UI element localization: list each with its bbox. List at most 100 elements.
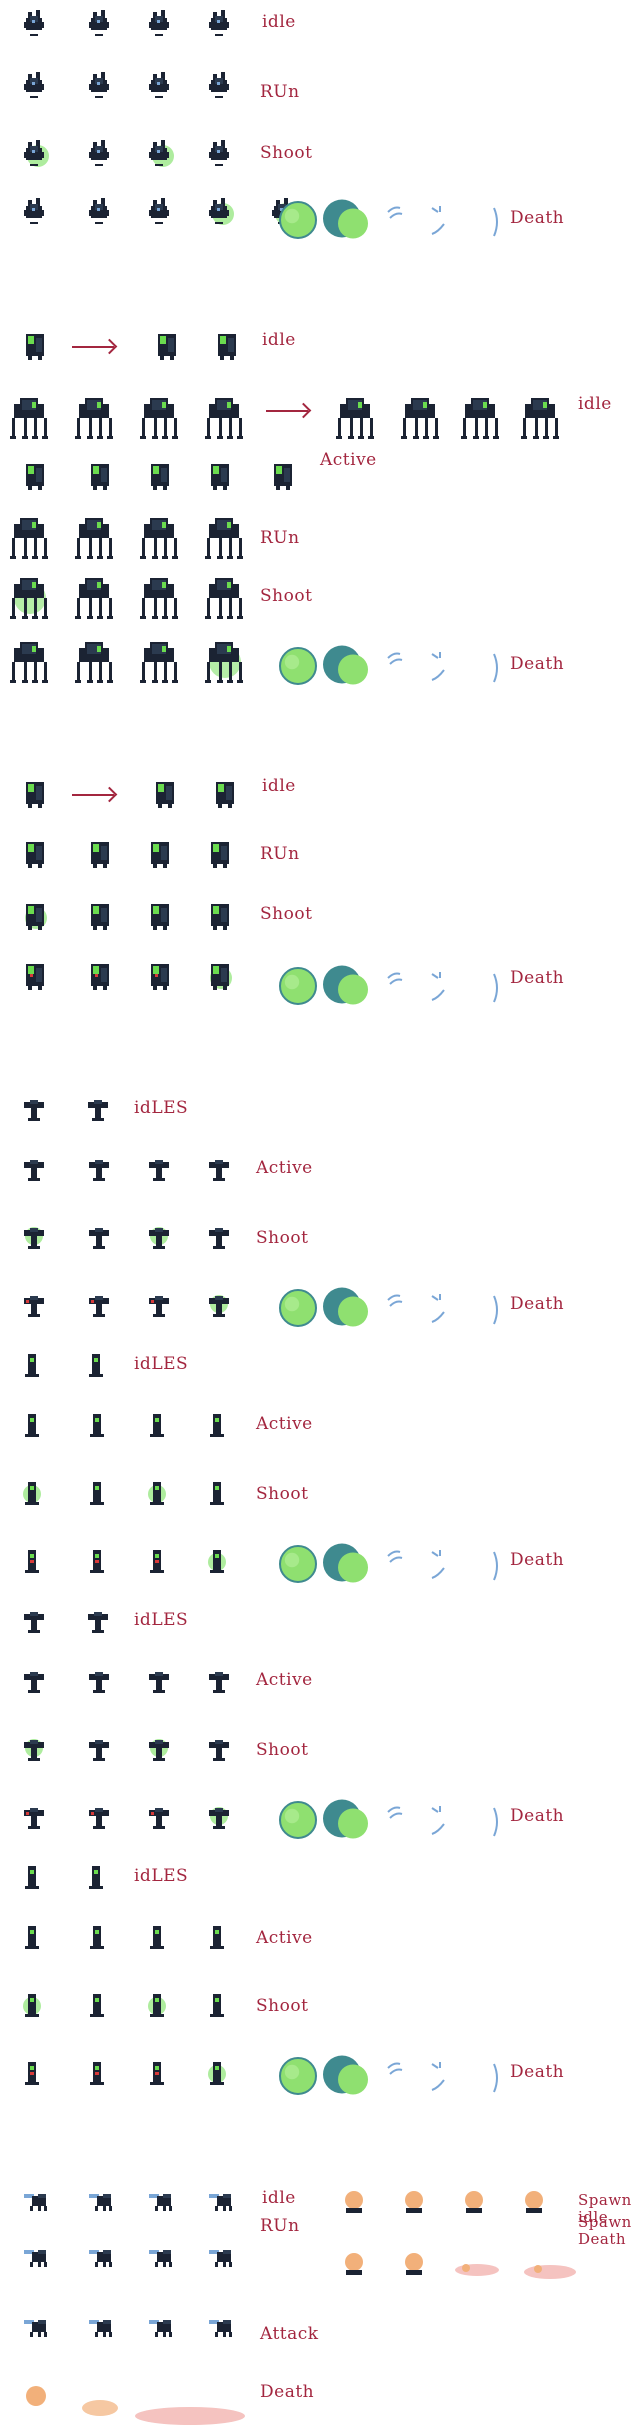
bug-sprite <box>209 2194 232 2211</box>
bug-sprite <box>149 2250 172 2267</box>
label-s3-death: Death <box>510 968 565 988</box>
turret-sprite <box>24 1296 44 1317</box>
turret-sprite <box>149 1160 169 1181</box>
run-frame <box>24 72 44 98</box>
turret-sprite <box>150 1414 164 1437</box>
transition-arrow <box>72 346 114 348</box>
death-spark-frame <box>387 1806 403 1819</box>
death-spark-frame <box>431 1550 445 1579</box>
idle-frame <box>10 398 48 439</box>
turret-sprite <box>89 1228 109 1249</box>
death-smoke-frame <box>279 647 317 685</box>
turret-sprite <box>149 1296 169 1317</box>
death-spark-frame <box>387 1294 403 1307</box>
run-frame <box>89 72 109 98</box>
death-smoke-frame <box>323 2055 368 2095</box>
turret-sprite <box>209 1160 229 1181</box>
turret-sprite <box>24 1808 44 1829</box>
run-frame <box>91 842 109 868</box>
idle-frame <box>461 398 499 439</box>
spawner-sprite <box>465 2191 483 2213</box>
death-smoke-frame <box>323 645 368 685</box>
bug-death-splat <box>135 2407 245 2425</box>
death-spark-frame <box>387 2062 403 2075</box>
idle-frame <box>336 398 374 439</box>
run-frame <box>75 518 113 559</box>
turret-sprite <box>150 1550 164 1573</box>
shoot-frame <box>75 578 113 619</box>
turret-sprite <box>208 1550 226 1573</box>
bug-death-splat <box>26 2386 46 2406</box>
label-b-spawn-idle: Spawn idle <box>578 2191 632 2226</box>
turret-sprite <box>149 1739 169 1761</box>
label-s2-death: Death <box>510 654 565 674</box>
label-t4-active: Active <box>256 1928 313 1948</box>
turret-sprite <box>89 1296 109 1317</box>
turret-sprite <box>90 1926 104 1949</box>
run-frame <box>149 72 169 98</box>
label-t2-active: Active <box>256 1414 313 1434</box>
transition-arrow <box>266 410 308 412</box>
turret-sprite <box>209 1672 229 1693</box>
death-spark-frame <box>493 653 498 683</box>
active-frame <box>26 464 44 490</box>
active-frame <box>211 464 229 490</box>
label-t1-idles: idLES <box>134 1098 189 1118</box>
shoot-frame <box>151 904 169 930</box>
idle-frame <box>158 334 176 360</box>
death-smoke-frame <box>279 2057 317 2095</box>
label-t3-shoot: Shoot <box>256 1740 309 1760</box>
death-smoke-frame <box>279 201 317 239</box>
death-smoke-frame <box>279 1801 317 1839</box>
label-t4-idles: idLES <box>134 1866 189 1886</box>
label-b-run: RUn <box>260 2216 300 2236</box>
run-frame <box>209 72 229 98</box>
transition-arrow <box>72 794 114 796</box>
death-spark-frame <box>431 972 445 1001</box>
death-smoke-frame <box>279 1545 317 1583</box>
spawner-death-frame <box>524 2265 576 2279</box>
death-smoke-frame <box>279 967 317 1005</box>
death-frame <box>151 964 169 990</box>
active-frame <box>274 464 292 490</box>
idle-frame <box>24 10 44 36</box>
bug-sprite <box>209 2320 232 2337</box>
shoot-frame <box>24 140 49 167</box>
label-s1-shoot: Shoot <box>260 143 313 163</box>
death-frame <box>140 642 178 683</box>
turret-sprite <box>210 1482 224 1505</box>
label-b-attack: Attack <box>260 2324 319 2344</box>
run-frame <box>140 518 178 559</box>
label-t3-idles: idLES <box>134 1610 189 1630</box>
bug-sprite <box>89 2194 112 2211</box>
turret-sprite <box>25 1926 39 1949</box>
label-t1-shoot: Shoot <box>256 1228 309 1248</box>
death-spark-frame <box>431 652 445 681</box>
death-smoke-frame <box>323 1287 368 1327</box>
spawner-sprite <box>525 2191 543 2213</box>
death-spark-frame <box>493 207 498 237</box>
turret-sprite <box>90 1414 104 1437</box>
robot-sprite <box>156 782 174 808</box>
death-spark-frame <box>431 206 445 235</box>
label-s1-death: Death <box>510 208 565 228</box>
spawner-death-frame <box>455 2264 499 2276</box>
label-s1-run: RUn <box>260 82 300 102</box>
bug-sprite <box>149 2320 172 2337</box>
idle-frame <box>209 10 229 36</box>
label-b-spawn-death: Spawn Death <box>578 2213 632 2248</box>
shoot-frame <box>205 578 243 619</box>
death-smoke-frame <box>323 1799 368 1839</box>
death-spark-frame <box>493 973 498 1003</box>
label-t1-death: Death <box>510 1294 565 1314</box>
label-s2-shoot: Shoot <box>260 586 313 606</box>
label-t1-active: Active <box>256 1158 313 1178</box>
turret-sprite <box>25 1866 39 1889</box>
death-spark-frame <box>493 1807 498 1837</box>
turret-sprite <box>209 1295 229 1317</box>
death-smoke-frame <box>323 965 368 1005</box>
turret-sprite <box>90 1550 104 1573</box>
death-smoke-frame <box>279 1289 317 1327</box>
active-frame <box>91 464 109 490</box>
